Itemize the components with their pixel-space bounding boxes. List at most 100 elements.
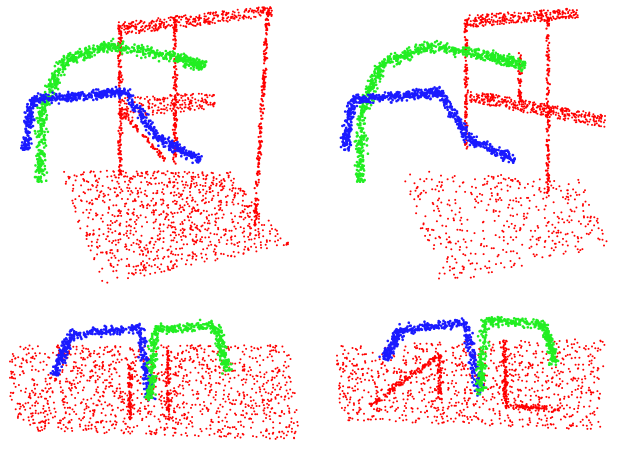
point	[40, 152, 43, 156]
point	[105, 92, 108, 95]
point	[164, 173, 167, 176]
point	[151, 113, 154, 116]
point	[35, 116, 38, 120]
point	[40, 160, 44, 164]
point	[474, 252, 477, 255]
point	[173, 118, 176, 121]
point	[265, 239, 268, 242]
point	[465, 44, 468, 47]
point	[159, 230, 162, 233]
point	[109, 220, 112, 222]
point	[500, 188, 503, 191]
point	[89, 93, 92, 96]
point	[496, 23, 499, 26]
point	[546, 86, 550, 89]
point	[546, 191, 549, 194]
point	[252, 209, 255, 212]
point	[580, 236, 583, 239]
point	[24, 115, 28, 119]
point	[207, 20, 210, 23]
point	[492, 210, 495, 213]
point	[152, 27, 155, 30]
point	[119, 172, 122, 175]
point	[119, 79, 122, 82]
point	[102, 233, 105, 236]
point	[92, 229, 95, 232]
point	[190, 153, 194, 157]
point	[255, 250, 258, 253]
point	[517, 52, 521, 55]
point	[528, 247, 531, 250]
point	[154, 27, 157, 30]
point	[225, 171, 228, 174]
point	[180, 15, 183, 18]
point	[510, 21, 513, 24]
point	[250, 17, 252, 20]
point	[258, 212, 261, 215]
point	[502, 239, 505, 242]
point	[132, 241, 135, 244]
point	[46, 85, 50, 88]
point	[231, 221, 234, 224]
point	[162, 159, 165, 162]
point	[105, 50, 109, 53]
point	[464, 85, 468, 88]
point	[163, 183, 166, 186]
point	[191, 208, 194, 210]
point	[219, 203, 222, 206]
point	[419, 178, 422, 181]
point	[154, 240, 157, 243]
point	[105, 252, 108, 255]
point	[546, 93, 550, 96]
point	[601, 232, 604, 235]
point	[257, 163, 260, 166]
point	[479, 101, 481, 104]
point	[145, 195, 148, 198]
point	[173, 117, 176, 120]
point	[215, 184, 218, 187]
point	[181, 107, 183, 110]
point	[520, 264, 523, 267]
point	[162, 210, 165, 213]
point	[43, 133, 47, 137]
point	[121, 42, 124, 45]
point	[103, 92, 106, 95]
point	[62, 55, 66, 59]
point	[431, 188, 434, 191]
point	[214, 251, 217, 254]
point	[518, 97, 521, 100]
point	[191, 24, 194, 27]
point	[244, 245, 247, 248]
point	[446, 257, 449, 260]
point	[37, 100, 41, 104]
point	[269, 232, 272, 235]
point	[107, 211, 110, 214]
point	[479, 22, 482, 25]
point	[141, 172, 144, 175]
point	[464, 30, 467, 33]
point	[167, 255, 170, 258]
point	[565, 240, 568, 243]
point	[183, 209, 186, 212]
point	[110, 39, 113, 43]
point	[574, 191, 577, 194]
point	[173, 52, 177, 55]
point	[156, 150, 159, 154]
point	[433, 209, 435, 212]
point	[547, 82, 550, 85]
point	[194, 101, 197, 104]
point	[265, 42, 268, 45]
point	[204, 60, 208, 64]
point	[266, 57, 269, 60]
point	[157, 17, 160, 20]
point	[486, 180, 489, 183]
point	[566, 189, 569, 192]
point	[199, 184, 202, 186]
point	[502, 236, 505, 238]
point	[236, 242, 239, 244]
point	[176, 19, 178, 22]
point	[548, 59, 551, 62]
point	[147, 52, 150, 55]
point	[567, 12, 570, 15]
point	[184, 94, 187, 97]
